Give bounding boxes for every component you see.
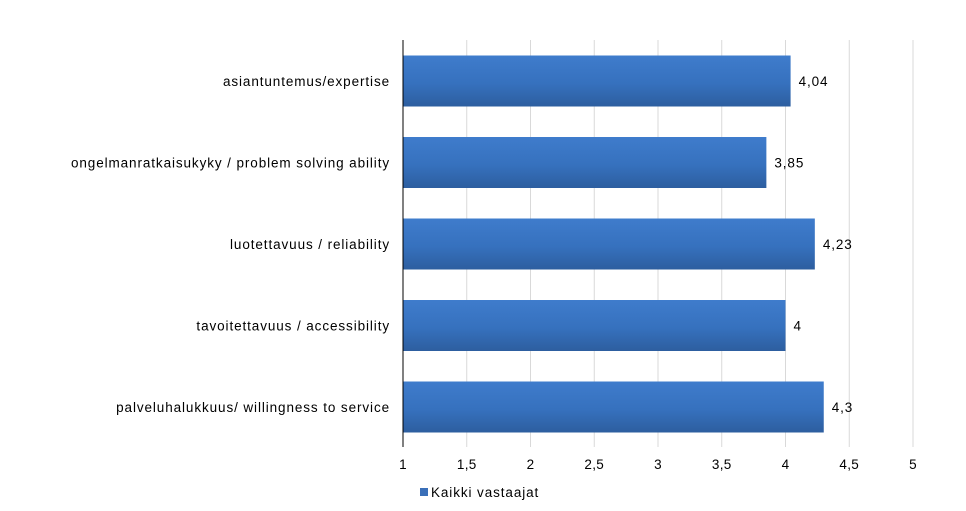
bar bbox=[403, 218, 815, 270]
x-tick-label: 5 bbox=[909, 457, 917, 472]
data-label: 3,85 bbox=[774, 156, 804, 171]
x-tick-label: 3,5 bbox=[712, 457, 732, 472]
x-tick-label: 2 bbox=[527, 457, 535, 472]
data-label: 4,3 bbox=[832, 400, 853, 415]
bars bbox=[403, 55, 824, 433]
legend: Kaikki vastaajat bbox=[420, 485, 539, 500]
data-label: 4 bbox=[794, 319, 802, 334]
x-tick-label: 1,5 bbox=[457, 457, 477, 472]
x-tick-label: 1 bbox=[399, 457, 407, 472]
bar bbox=[403, 300, 786, 351]
x-tick-label: 2,5 bbox=[584, 457, 604, 472]
legend-label: Kaikki vastaajat bbox=[431, 485, 539, 500]
category-label: tavoitettavuus / accessibility bbox=[196, 319, 390, 334]
data-label: 4,04 bbox=[799, 74, 829, 89]
category-label: luotettavuus / reliability bbox=[230, 237, 390, 252]
bar bbox=[403, 137, 767, 188]
axes: 1 1,5 2 2,5 3 3,5 4 4,5 5 bbox=[399, 40, 917, 472]
category-label: asiantuntemus/expertise bbox=[223, 74, 390, 89]
bar bbox=[403, 55, 791, 107]
x-tick-label: 4 bbox=[782, 457, 790, 472]
category-label: palveluhalukkuus/ willingness to service bbox=[116, 400, 390, 415]
x-tick-label: 4,5 bbox=[839, 457, 859, 472]
category-label: ongelmanratkaisukyky / problem solving a… bbox=[71, 156, 390, 171]
labels: asiantuntemus/expertise 4,04 ongelmanratka… bbox=[71, 74, 853, 415]
x-tick-label: 3 bbox=[654, 457, 662, 472]
data-label: 4,23 bbox=[823, 237, 853, 252]
bar bbox=[403, 381, 824, 433]
legend-swatch bbox=[420, 488, 428, 496]
